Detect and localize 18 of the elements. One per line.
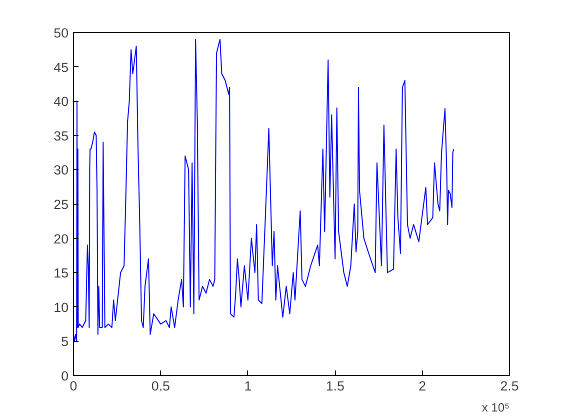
y-tick-label: 0	[61, 368, 69, 384]
y-tick-label: 5	[61, 334, 69, 350]
x-tick-label: 2	[418, 378, 426, 394]
y-tick-label: 45	[54, 60, 69, 75]
line-series	[74, 38, 454, 342]
x-tick-label: 2.5	[500, 378, 519, 394]
y-tick-label: 10	[54, 300, 69, 315]
y-tick-label: 35	[54, 128, 69, 144]
y-tick-label: 15	[54, 266, 69, 281]
x-tick-label: 0.5	[151, 378, 170, 394]
y-tick-label: 25	[54, 197, 69, 212]
text: x 10⁵	[482, 400, 510, 414]
x-tick-label: 1.5	[326, 378, 344, 394]
y-tick-label: 20	[54, 231, 69, 246]
x-tick-label: 1	[244, 378, 252, 394]
y-tick-label: 40	[54, 94, 69, 110]
y-tick-label: 50	[54, 26, 69, 40]
y-tick-label: 30	[54, 162, 69, 178]
